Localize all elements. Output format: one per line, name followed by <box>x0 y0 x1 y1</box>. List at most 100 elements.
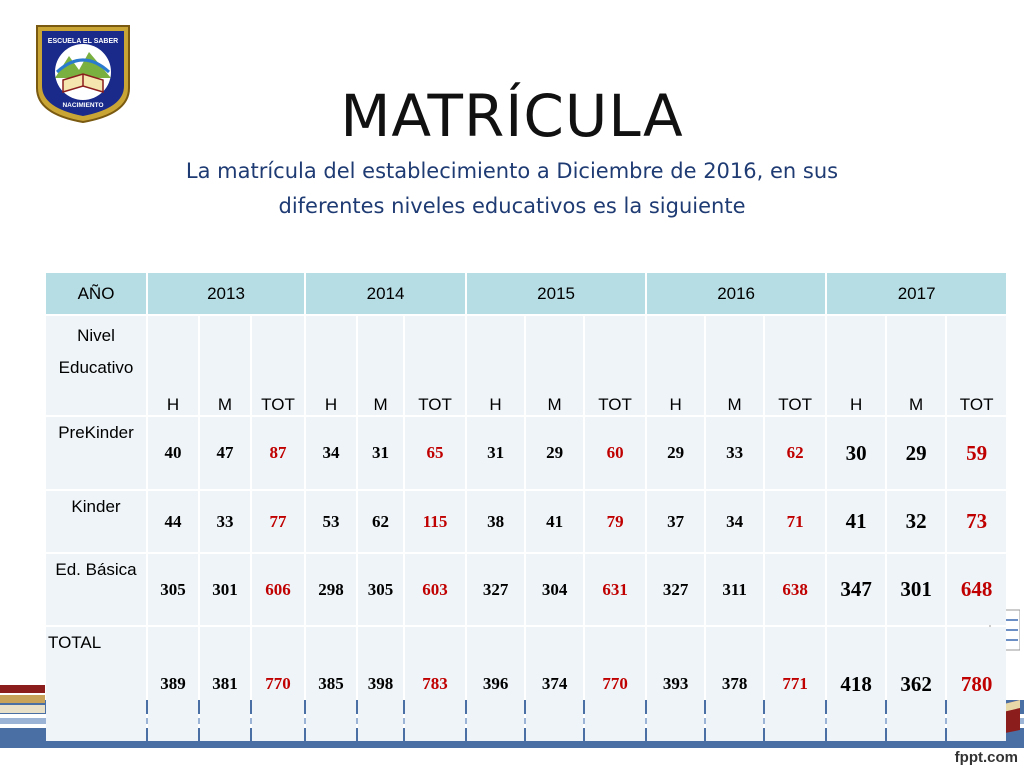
cell-2014-m: 31 <box>358 417 404 489</box>
cell-2013-h: 44 <box>148 491 198 552</box>
cell-2015-m: 304 <box>526 554 584 625</box>
cell-2016-tot: 638 <box>765 554 826 625</box>
cell-2015-tot: 60 <box>585 417 646 489</box>
cell-2017-h: 30 <box>827 417 886 489</box>
cell-2015-tot: 631 <box>585 554 646 625</box>
cell-2014-tot: 783 <box>405 627 466 741</box>
cell-2016-m: 34 <box>706 491 764 552</box>
cell-2015-m: 29 <box>526 417 584 489</box>
level-label-cell: Nivel Educativo <box>46 316 146 415</box>
cell-2013-m: 33 <box>200 491 250 552</box>
subheader-tot: TOT <box>765 316 826 415</box>
row-label: Kinder <box>46 491 146 552</box>
cell-2014-tot: 603 <box>405 554 466 625</box>
cell-2017-m: 29 <box>887 417 946 489</box>
subtitle-line-2: diferentes niveles educativos es la sigu… <box>278 194 746 218</box>
cell-2014-h: 53 <box>306 491 357 552</box>
cell-2017-h: 418 <box>827 627 886 741</box>
cell-2015-m: 41 <box>526 491 584 552</box>
cell-2017-tot: 73 <box>947 491 1007 552</box>
row-label: TOTAL <box>46 627 146 741</box>
cell-2017-h: 347 <box>827 554 886 625</box>
cell-2016-h: 393 <box>647 627 705 741</box>
cell-2016-m: 33 <box>706 417 764 489</box>
enrollment-table: AÑO 2013 2014 2015 2016 2017 Nivel Educa… <box>44 271 1008 743</box>
cell-2017-m: 362 <box>887 627 946 741</box>
year-header-2013: 2013 <box>148 273 305 314</box>
cell-2014-m: 398 <box>358 627 404 741</box>
cell-2017-tot: 648 <box>947 554 1007 625</box>
subheader-tot: TOT <box>947 316 1007 415</box>
row-label: PreKinder <box>46 417 146 489</box>
cell-2014-tot: 115 <box>405 491 466 552</box>
cell-2015-tot: 79 <box>585 491 646 552</box>
subheader-m: M <box>358 316 404 415</box>
cell-2017-m: 32 <box>887 491 946 552</box>
cell-2013-m: 47 <box>200 417 250 489</box>
cell-2016-tot: 62 <box>765 417 826 489</box>
cell-2016-h: 37 <box>647 491 705 552</box>
cell-2015-h: 31 <box>467 417 525 489</box>
cell-2013-m: 301 <box>200 554 250 625</box>
cell-2014-tot: 65 <box>405 417 466 489</box>
year-label-cell: AÑO <box>46 273 146 314</box>
watermark: fppt.com <box>954 749 1018 766</box>
cell-2017-m: 301 <box>887 554 946 625</box>
cell-2014-h: 385 <box>306 627 357 741</box>
school-logo: ESCUELA EL SABER NACIMIENTO <box>36 25 130 124</box>
slide-title: MATRÍCULA <box>340 82 684 150</box>
year-header-2016: 2016 <box>647 273 826 314</box>
cell-2015-h: 327 <box>467 554 525 625</box>
cell-2013-m: 381 <box>200 627 250 741</box>
cell-2017-tot: 780 <box>947 627 1007 741</box>
table-row-prekinder: PreKinder 40 47 87 34 31 65 31 29 60 29 33 62 30 29 59 <box>46 417 1007 489</box>
subtitle-line-1: La matrícula del establecimiento a Dicie… <box>185 159 839 183</box>
subheader-tot: TOT <box>252 316 305 415</box>
cell-2014-m: 62 <box>358 491 404 552</box>
slide-subtitle: La matrícula del establecimiento a Dicie… <box>120 154 904 224</box>
subheader-tot: TOT <box>585 316 646 415</box>
cell-2013-h: 305 <box>148 554 198 625</box>
subheader-m: M <box>887 316 946 415</box>
table-row-total: TOTAL 389 381 770 385 398 783 396 374 770 393 378 77… <box>46 627 1007 741</box>
year-header-row: AÑO 2013 2014 2015 2016 2017 <box>46 273 1007 314</box>
cell-2016-h: 327 <box>647 554 705 625</box>
subheader-row: Nivel Educativo H M TOT H M TOT H M TOT … <box>46 316 1007 415</box>
table-row-ed-basica: Ed. Básica 305 301 606 298 305 603 327 304 631 327… <box>46 554 1007 625</box>
cell-2013-tot: 770 <box>252 627 305 741</box>
cell-2013-tot: 77 <box>252 491 305 552</box>
subheader-h: H <box>306 316 357 415</box>
cell-2013-h: 40 <box>148 417 198 489</box>
subheader-h: H <box>647 316 705 415</box>
cell-2015-m: 374 <box>526 627 584 741</box>
subheader-tot: TOT <box>405 316 466 415</box>
cell-2014-h: 298 <box>306 554 357 625</box>
cell-2016-m: 378 <box>706 627 764 741</box>
year-header-2015: 2015 <box>467 273 646 314</box>
logo-text-bottom: NACIMIENTO <box>62 102 103 109</box>
cell-2016-tot: 71 <box>765 491 826 552</box>
level-label-line-2: Educativo <box>58 358 134 377</box>
cell-2013-tot: 87 <box>252 417 305 489</box>
logo-text-top: ESCUELA EL SABER <box>48 38 118 45</box>
cell-2014-h: 34 <box>306 417 357 489</box>
book-decoration-left <box>0 685 45 713</box>
subheader-m: M <box>200 316 250 415</box>
subheader-m: M <box>526 316 584 415</box>
cell-2016-h: 29 <box>647 417 705 489</box>
cell-2014-m: 305 <box>358 554 404 625</box>
subheader-h: H <box>148 316 198 415</box>
cell-2016-tot: 771 <box>765 627 826 741</box>
cell-2015-tot: 770 <box>585 627 646 741</box>
level-label-line-1: Nivel <box>77 326 115 345</box>
subheader-m: M <box>706 316 764 415</box>
cell-2015-h: 38 <box>467 491 525 552</box>
cell-2017-h: 41 <box>827 491 886 552</box>
cell-2013-h: 389 <box>148 627 198 741</box>
subheader-h: H <box>467 316 525 415</box>
cell-2013-tot: 606 <box>252 554 305 625</box>
cell-2015-h: 396 <box>467 627 525 741</box>
cell-2017-tot: 59 <box>947 417 1007 489</box>
row-label: Ed. Básica <box>46 554 146 625</box>
subheader-h: H <box>827 316 886 415</box>
